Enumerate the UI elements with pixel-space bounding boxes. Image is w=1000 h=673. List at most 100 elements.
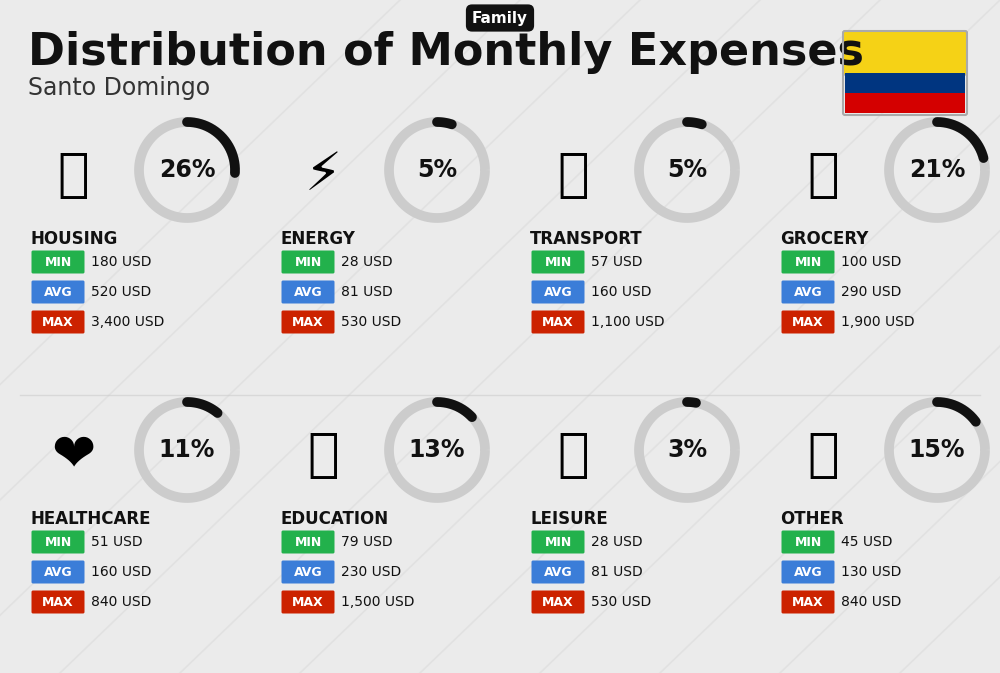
Text: 57 USD: 57 USD [591,255,642,269]
Text: ⚡: ⚡ [304,149,342,201]
Text: MAX: MAX [42,596,74,608]
Text: 230 USD: 230 USD [341,565,401,579]
Text: 51 USD: 51 USD [91,535,143,549]
FancyBboxPatch shape [282,310,334,334]
Text: 26%: 26% [159,158,215,182]
Text: Santo Domingo: Santo Domingo [28,76,210,100]
Text: MIN: MIN [294,256,322,269]
Text: 3%: 3% [667,438,707,462]
FancyBboxPatch shape [32,281,84,304]
Text: MIN: MIN [544,536,572,548]
Text: Distribution of Monthly Expenses: Distribution of Monthly Expenses [28,32,864,75]
Text: GROCERY: GROCERY [780,230,868,248]
Text: AVG: AVG [294,285,322,299]
FancyBboxPatch shape [782,561,834,583]
FancyBboxPatch shape [782,281,834,304]
Text: ❤: ❤ [51,429,95,481]
Text: MIN: MIN [44,536,72,548]
Text: 15%: 15% [909,438,965,462]
FancyBboxPatch shape [282,561,334,583]
Text: MIN: MIN [44,256,72,269]
Text: 🎓: 🎓 [307,429,339,481]
Text: MAX: MAX [292,596,324,608]
FancyBboxPatch shape [843,31,967,75]
Text: 3,400 USD: 3,400 USD [91,315,164,329]
Text: AVG: AVG [44,565,72,579]
Text: 530 USD: 530 USD [591,595,651,609]
Text: MAX: MAX [542,596,574,608]
Text: 🛍: 🛍 [557,429,589,481]
Text: 13%: 13% [409,438,465,462]
Text: MAX: MAX [42,316,74,328]
Text: LEISURE: LEISURE [530,510,608,528]
FancyBboxPatch shape [532,590,584,614]
Text: 160 USD: 160 USD [591,285,652,299]
FancyBboxPatch shape [282,281,334,304]
Text: 160 USD: 160 USD [91,565,152,579]
Text: 100 USD: 100 USD [841,255,901,269]
Text: Family: Family [472,11,528,26]
Text: 🛒: 🛒 [807,149,839,201]
Text: AVG: AVG [544,285,572,299]
Text: 290 USD: 290 USD [841,285,901,299]
Text: 520 USD: 520 USD [91,285,151,299]
Text: MAX: MAX [792,316,824,328]
Text: MIN: MIN [794,536,822,548]
Text: EDUCATION: EDUCATION [280,510,388,528]
FancyBboxPatch shape [782,310,834,334]
Text: MAX: MAX [542,316,574,328]
Text: 79 USD: 79 USD [341,535,393,549]
Text: AVG: AVG [44,285,72,299]
Text: 840 USD: 840 USD [841,595,901,609]
Text: 130 USD: 130 USD [841,565,901,579]
Text: 💰: 💰 [807,429,839,481]
Text: MIN: MIN [294,536,322,548]
Text: 🚌: 🚌 [557,149,589,201]
Text: ENERGY: ENERGY [280,230,355,248]
FancyBboxPatch shape [532,310,584,334]
Text: 28 USD: 28 USD [341,255,393,269]
Text: MAX: MAX [792,596,824,608]
Text: HOUSING: HOUSING [30,230,117,248]
FancyBboxPatch shape [845,73,965,93]
Text: OTHER: OTHER [780,510,844,528]
FancyBboxPatch shape [32,561,84,583]
FancyBboxPatch shape [532,561,584,583]
FancyBboxPatch shape [532,250,584,273]
Text: 81 USD: 81 USD [591,565,643,579]
Text: 5%: 5% [667,158,707,182]
FancyBboxPatch shape [282,590,334,614]
Text: AVG: AVG [794,285,822,299]
Text: AVG: AVG [794,565,822,579]
FancyBboxPatch shape [782,250,834,273]
Text: MIN: MIN [794,256,822,269]
Text: MAX: MAX [292,316,324,328]
Text: 180 USD: 180 USD [91,255,152,269]
Text: 11%: 11% [159,438,215,462]
Text: 🏗: 🏗 [57,149,89,201]
Text: AVG: AVG [544,565,572,579]
FancyBboxPatch shape [282,250,334,273]
Text: 21%: 21% [909,158,965,182]
Text: 45 USD: 45 USD [841,535,893,549]
Text: HEALTHCARE: HEALTHCARE [30,510,150,528]
FancyBboxPatch shape [32,590,84,614]
FancyBboxPatch shape [782,590,834,614]
FancyBboxPatch shape [845,93,965,113]
FancyBboxPatch shape [32,310,84,334]
Text: 1,500 USD: 1,500 USD [341,595,415,609]
FancyBboxPatch shape [532,281,584,304]
Text: 28 USD: 28 USD [591,535,643,549]
Text: 530 USD: 530 USD [341,315,401,329]
FancyBboxPatch shape [32,530,84,553]
Text: 1,900 USD: 1,900 USD [841,315,915,329]
FancyBboxPatch shape [532,530,584,553]
Text: 81 USD: 81 USD [341,285,393,299]
Text: TRANSPORT: TRANSPORT [530,230,643,248]
Text: 1,100 USD: 1,100 USD [591,315,665,329]
FancyBboxPatch shape [32,250,84,273]
Text: AVG: AVG [294,565,322,579]
Text: 5%: 5% [417,158,457,182]
FancyBboxPatch shape [282,530,334,553]
Text: MIN: MIN [544,256,572,269]
